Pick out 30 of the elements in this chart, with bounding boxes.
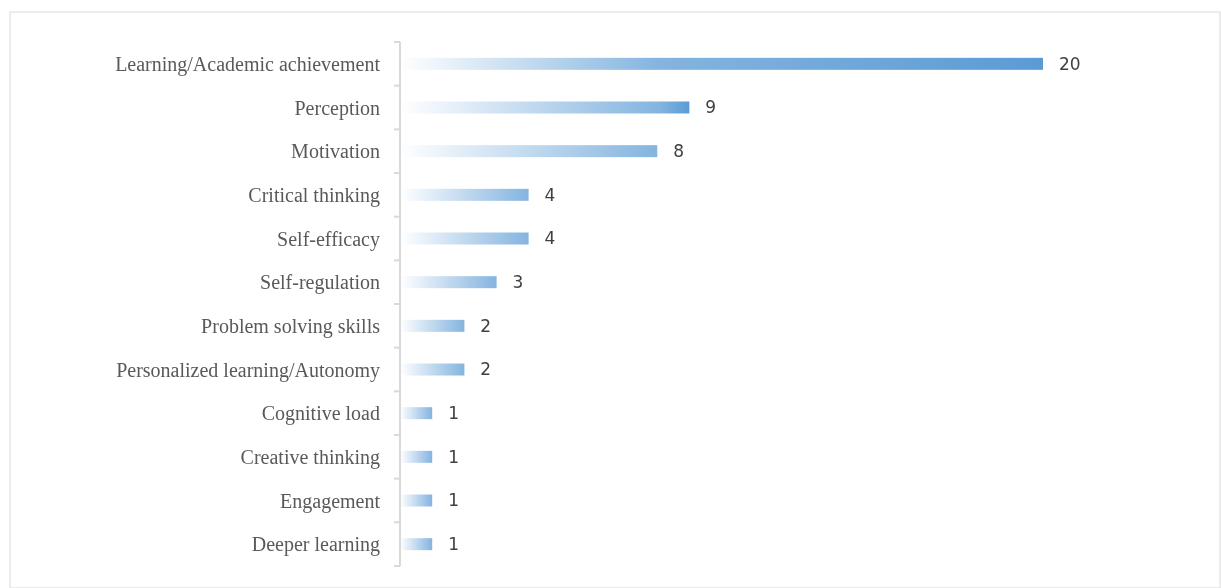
y-tick-label: Self-regulation (260, 271, 380, 295)
y-tick-label: Deeper learning (251, 533, 380, 557)
data-label: 1 (448, 446, 459, 467)
bar (400, 319, 465, 332)
y-tick-label: Motivation (291, 140, 380, 163)
data-label: 8 (673, 141, 685, 162)
data-label: 1 (448, 490, 459, 511)
y-tick-label: Problem solving skills (201, 314, 381, 338)
bar (400, 494, 433, 507)
y-tick-label: Cognitive load (261, 402, 380, 426)
y-tick-label: Self-efficacy (277, 227, 380, 251)
y-tick-label: Perception (294, 96, 380, 120)
data-label: 20 (1059, 53, 1081, 74)
y-tick-label: Personalized learning/Autonomy (116, 358, 380, 382)
y-tick-label: Engagement (280, 489, 381, 513)
bar (400, 450, 433, 463)
data-label: 9 (705, 97, 717, 118)
data-label: 2 (480, 315, 492, 336)
bar (400, 538, 433, 551)
data-label: 4 (544, 228, 556, 249)
y-tick-label: Creative thinking (240, 445, 380, 469)
data-label: 2 (480, 359, 492, 380)
data-label: 1 (448, 534, 459, 555)
bar (400, 363, 465, 376)
bar (400, 407, 433, 420)
y-tick-label: Learning/Academic achievement (115, 52, 381, 76)
y-tick-label: Critical thinking (248, 183, 380, 207)
data-label: 3 (512, 272, 524, 293)
data-label: 1 (448, 403, 459, 424)
data-label: 4 (544, 184, 556, 205)
